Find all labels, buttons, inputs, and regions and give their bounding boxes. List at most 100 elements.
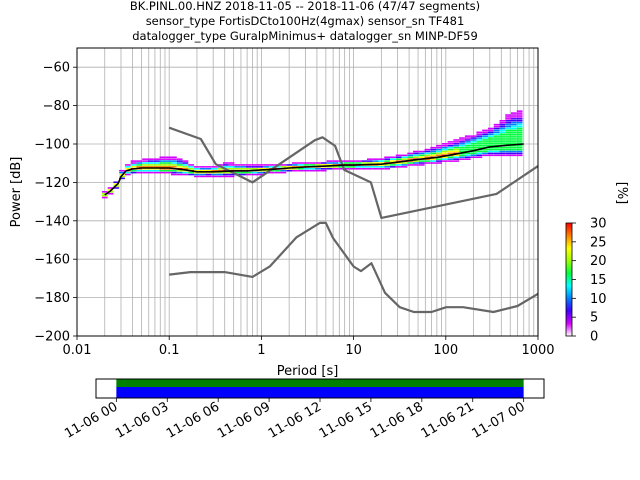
ppsd-bin: [516, 150, 523, 153]
ppsd-bin: [511, 143, 517, 145]
ppsd-bin: [516, 120, 523, 122]
time-tick-label: 11-06 00: [62, 399, 120, 441]
ppsd-bin: [199, 166, 206, 168]
ppsd-bin: [113, 187, 120, 189]
ppsd-bin: [499, 129, 506, 132]
ppsd-bin: [297, 168, 304, 170]
ppsd-bin: [499, 137, 506, 139]
ppsd-bin: [493, 143, 500, 145]
ppsd-bin: [401, 154, 408, 157]
y-tick-label: −100: [34, 138, 70, 153]
ppsd-bin: [343, 166, 350, 168]
ppsd-bin: [441, 143, 448, 145]
ppsd-bin: [257, 168, 264, 170]
ppsd-bin: [332, 160, 339, 162]
ppsd-bin: [366, 158, 373, 160]
ppsd-bin: [343, 160, 350, 162]
x-tick-label: 0.1: [159, 343, 180, 358]
ppsd-bin: [459, 156, 465, 159]
ppsd-bin: [505, 114, 512, 116]
ppsd-bin: [511, 112, 517, 114]
ppsd-bin: [516, 135, 523, 137]
ppsd-bin: [499, 131, 506, 134]
ppsd-bin: [165, 166, 172, 168]
x-tick-label: 1000: [521, 343, 554, 358]
ppsd-bin: [309, 168, 316, 170]
ppsd-bin: [511, 152, 517, 155]
ppsd-bin: [482, 152, 488, 155]
ppsd-bin: [240, 173, 246, 176]
plot-frame: [76, 47, 539, 337]
ppsd-bin: [516, 127, 523, 130]
ppsd-bin: [516, 141, 523, 143]
ppsd-bin: [153, 166, 160, 168]
ppsd-bin: [482, 144, 488, 147]
ppsd-bin: [113, 181, 120, 183]
ppsd-bin: [487, 139, 494, 141]
ppsd-bin: [413, 150, 419, 153]
ppsd-bin: [211, 173, 218, 176]
ppsd-bin: [476, 152, 483, 155]
ppsd-bin: [487, 154, 494, 157]
ppsd-bin: [251, 168, 258, 170]
ppsd-bin: [372, 160, 379, 162]
ppsd-bin: [142, 164, 148, 166]
ppsd-bin: [326, 164, 333, 166]
ppsd-bin: [430, 158, 437, 160]
ppsd-bin: [407, 154, 414, 157]
title-line-1: BK.PINL.00.HNZ 2018-11-05 -- 2018-11-06 …: [130, 0, 480, 13]
ppsd-bin: [245, 171, 252, 174]
ppsd-bin: [257, 173, 264, 176]
ppsd-bin: [274, 169, 281, 172]
ppsd-bin: [153, 171, 160, 174]
ppsd-bin: [447, 152, 454, 155]
ppsd-bin: [459, 146, 465, 149]
ppsd-bin: [453, 150, 460, 153]
ppsd-bin: [165, 160, 172, 162]
ppsd-bin: [182, 164, 189, 166]
ppsd-bin: [487, 152, 494, 155]
ppsd-bin: [447, 144, 454, 147]
ppsd-bin: [516, 137, 523, 139]
ppsd-bin: [257, 164, 264, 166]
title-line-3: datalogger_type GuralpMinimus+ datalogge…: [132, 29, 478, 43]
x-axis-ticks: 0.01 0.1 1 10 100 1000: [63, 336, 555, 358]
ppsd-bin: [194, 175, 200, 178]
ppsd-bin: [320, 169, 327, 172]
ppsd-bin: [459, 150, 465, 153]
ppsd-bin: [251, 164, 258, 166]
ppsd-bin: [205, 175, 212, 178]
ppsd-bin: [464, 135, 471, 137]
ppsd-bin: [165, 169, 172, 172]
ppsd-bin: [482, 131, 488, 134]
ppsd-bin: [487, 127, 494, 130]
ppsd-bin: [268, 166, 275, 168]
ppsd-bin: [511, 141, 517, 143]
ppsd-bin: [413, 162, 419, 164]
ppsd-bin: [159, 156, 166, 159]
ppsd-bin: [194, 173, 200, 176]
ppsd-bin: [424, 162, 431, 164]
ppsd-bin: [222, 164, 229, 166]
x-tick-label: 100: [433, 343, 458, 358]
x-tick-label: 0.01: [63, 343, 92, 358]
ppsd-bin: [147, 171, 154, 174]
ppsd-bin: [505, 150, 512, 153]
ppsd-bin: [505, 148, 512, 151]
time-tick-label: 11-06 12: [266, 399, 324, 441]
time-tick-label: 11-06 03: [113, 399, 171, 441]
ppsd-bin: [147, 160, 154, 162]
ppsd-bin: [297, 164, 304, 166]
ppsd-bin: [436, 146, 442, 149]
ppsd-bin: [464, 144, 471, 147]
ppsd-bin: [418, 154, 425, 157]
ppsd-bin: [476, 144, 483, 147]
ppsd-bin: [482, 150, 488, 153]
ppsd-bin: [176, 171, 183, 174]
ppsd-bin: [470, 146, 477, 149]
ppsd-bin: [499, 143, 506, 145]
ppsd-bin: [482, 133, 488, 135]
ppsd-bin: [124, 164, 131, 166]
ppsd-bin: [171, 173, 177, 176]
ppsd-bin: [470, 154, 477, 157]
